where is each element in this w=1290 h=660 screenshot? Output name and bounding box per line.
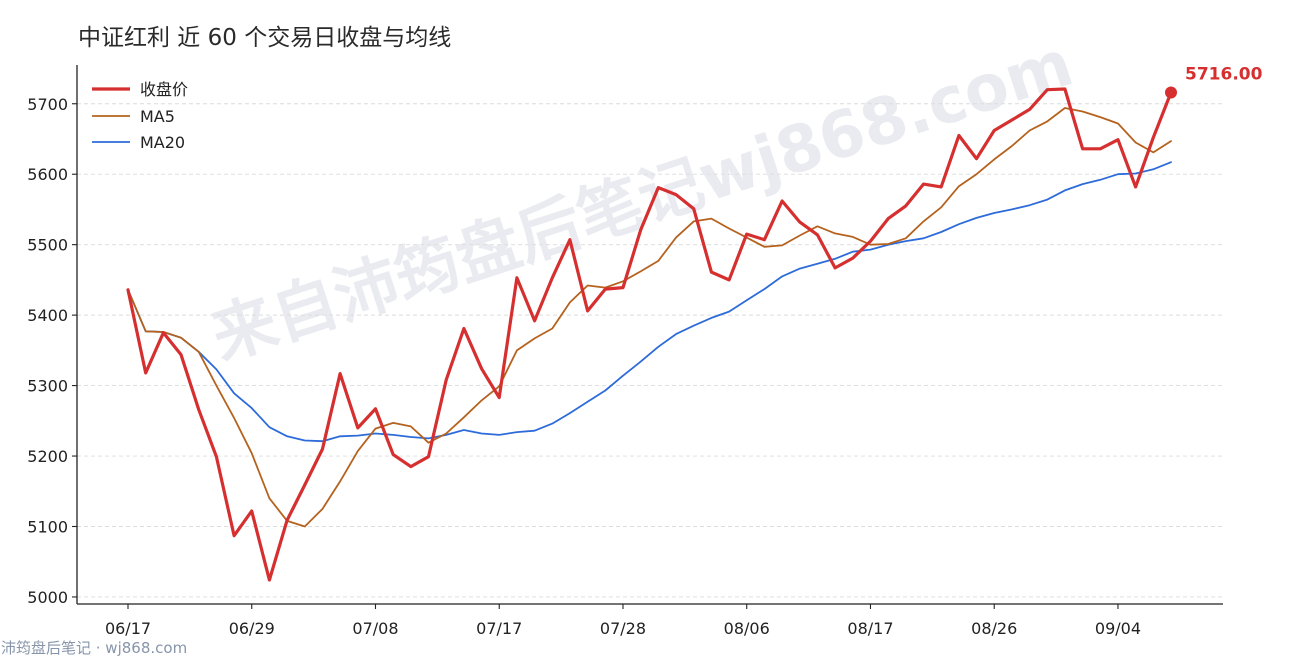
y-tick-label: 5000: [27, 588, 68, 607]
series-line-ma5: [127, 107, 1172, 528]
legend-label-ma20: MA20: [140, 133, 185, 152]
y-tick-label: 5200: [27, 447, 68, 466]
x-tick-label: 09/04: [1095, 619, 1141, 638]
x-tick-label: 07/08: [352, 619, 398, 638]
x-tick-label: 07/28: [600, 619, 646, 638]
series-line-close: [126, 87, 1173, 582]
watermark-text: 来自沛筠盘后笔记wj868.com: [203, 27, 1081, 375]
last-close-marker: [1165, 86, 1177, 99]
legend-label-close: 收盘价: [140, 80, 188, 99]
legend: 收盘价 MA5 MA20: [92, 80, 188, 152]
gridlines: [77, 103, 1223, 598]
x-tick-label: 06/17: [105, 619, 151, 638]
y-tick-label: 5600: [27, 165, 68, 184]
legend-label-ma5: MA5: [140, 107, 175, 126]
y-tick-label: 5400: [27, 306, 68, 325]
x-tick-label: 07/17: [476, 619, 522, 638]
y-tick-label: 5300: [27, 377, 68, 396]
footer-credit: 沛筠盘后笔记 · wj868.com: [1, 639, 187, 657]
series-lines: [126, 87, 1173, 582]
x-tick-label: 08/26: [971, 619, 1017, 638]
x-tick-label: 08/17: [847, 619, 893, 638]
y-tick-label: 5100: [27, 517, 68, 536]
y-tick-label: 5500: [27, 236, 68, 255]
x-tick-label: 08/06: [724, 619, 770, 638]
y-tick-label: 5700: [27, 95, 68, 114]
series-line-ma20: [127, 161, 1172, 443]
x-tick-label: 06/29: [229, 619, 275, 638]
last-close-value-label: 5716.00: [1185, 64, 1263, 84]
chart-title: 中证红利 近 60 个交易日收盘与均线: [78, 25, 451, 51]
axes: 5000 5100 5200 5300 5400 5500 5600 5700 06/17 06/…: [27, 65, 1223, 638]
last-value-annotation: 5716.00: [1165, 64, 1263, 99]
